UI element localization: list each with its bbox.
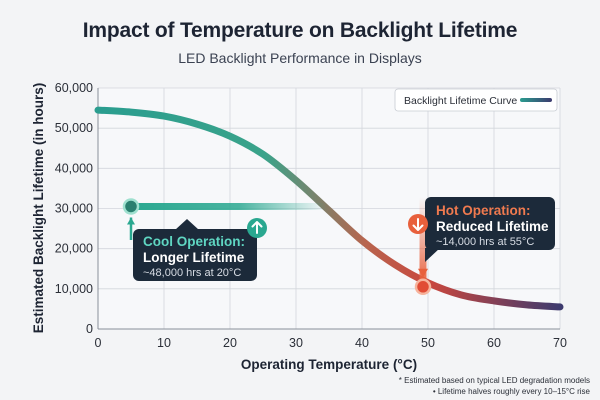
y-tick-label: 60,000 <box>55 81 93 95</box>
x-axis-title: Operating Temperature (°C) <box>241 357 417 372</box>
cool-callout-title: Cool Operation: <box>143 234 245 249</box>
hot-callout-detail: ~14,000 hrs at 55°C <box>436 236 534 248</box>
x-tick-label: 50 <box>421 336 435 350</box>
cool-guide-line <box>131 202 327 210</box>
x-tick-label: 60 <box>487 336 501 350</box>
annotations: Cool Operation:Longer Lifetime ~48,000 hr… <box>122 197 555 296</box>
x-tick-label: 70 <box>553 336 567 350</box>
arrow-up-icon <box>251 221 263 234</box>
x-tick-label: 10 <box>157 336 171 350</box>
legend-box <box>394 88 558 112</box>
footnote-1: * Estimated based on typical LED degrada… <box>399 376 590 385</box>
legend-swatch <box>520 98 552 102</box>
chart-subtitle: LED Backlight Performance in Displays <box>178 50 422 66</box>
y-tick-label: 30,000 <box>55 202 93 216</box>
cool-callout-box <box>133 229 257 281</box>
cool-marker <box>122 198 140 215</box>
hot-marker <box>414 278 432 296</box>
cool-callout-pointer <box>175 219 199 230</box>
legend-label: Backlight Lifetime Curve <box>404 95 517 107</box>
hot-callout-box <box>425 197 555 250</box>
y-tick-label: 20,000 <box>55 242 93 256</box>
cool-arrow-head <box>127 217 135 225</box>
chart-title: Impact of Temperature on Backlight Lifet… <box>82 19 518 42</box>
y-tick-label: 10,000 <box>55 282 93 296</box>
x-tick-label: 40 <box>355 336 369 350</box>
x-tick-label: 20 <box>223 336 237 350</box>
series <box>94 106 564 311</box>
hot-callout-pointer <box>425 248 440 262</box>
x-tick-label: 30 <box>289 336 303 350</box>
hot-guide-line <box>419 197 427 287</box>
footnote-2: • Lifetime halves roughly every 10–15°C … <box>433 387 591 396</box>
y-axis-title: Estimated Backlight Lifetime (in hours) <box>31 83 46 334</box>
hot-callout-title: Hot Operation: <box>436 203 531 218</box>
y-tick-label: 40,000 <box>55 161 93 175</box>
x-tick-label: 0 <box>95 336 102 350</box>
axes: 0 10 20 30 40 50 60 70 0 10,000 20,000 30,000 40,000… <box>55 81 567 350</box>
hot-arrow-head <box>418 268 428 278</box>
legend: Backlight Lifetime Curve <box>394 88 558 112</box>
series-line <box>94 106 564 311</box>
hot-callout-subtitle: Reduced Lifetime <box>436 219 549 234</box>
y-tick-label: 50,000 <box>55 121 93 135</box>
arrow-down-icon <box>412 218 424 231</box>
cool-callout-detail: ~48,000 hrs at 20°C <box>143 267 241 279</box>
y-tick-label: 0 <box>86 322 93 336</box>
cool-callout-subtitle: Longer Lifetime <box>143 250 245 265</box>
